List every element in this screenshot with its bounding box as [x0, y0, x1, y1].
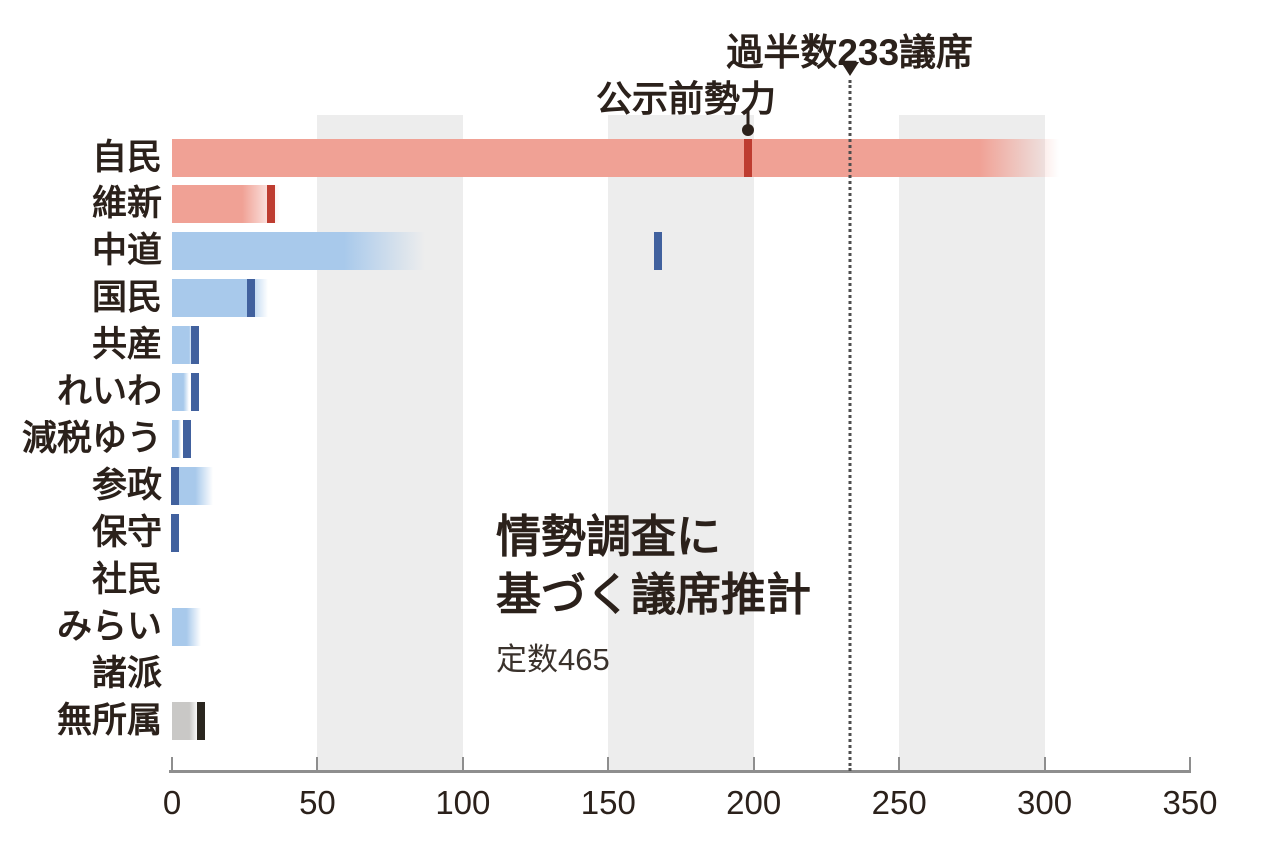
x-axis-tick-label: 150	[580, 784, 636, 821]
x-axis-tick-label: 0	[162, 784, 182, 821]
party-label-ishin: 維新	[91, 184, 162, 224]
x-axis-tick	[607, 757, 610, 771]
x-axis-tick-label: 200	[726, 784, 782, 821]
x-axis-tick	[898, 757, 901, 771]
x-axis-line	[169, 770, 1191, 773]
pre-election-marker-sansei	[170, 467, 179, 506]
party-label-shoha: 諸派	[91, 653, 162, 693]
chart-subtitle: 定数465	[496, 642, 610, 677]
pre-election-leader-line	[746, 108, 750, 126]
grid-band	[899, 115, 1045, 771]
party-label-jimin: 自民	[91, 137, 162, 177]
party-label-mushozoku: 無所属	[56, 700, 162, 740]
seat-bar-reiwa	[172, 373, 190, 412]
pre-election-leader-dot-icon	[741, 124, 754, 136]
pre-election-marker-jimin	[743, 138, 752, 177]
pre-election-marker-genzei-yu	[182, 420, 191, 459]
party-label-genzei-yu: 減税ゆう	[21, 419, 162, 459]
pre-election-marker-kokumin	[246, 279, 255, 318]
x-axis-tick	[1189, 757, 1191, 771]
party-label-shamin: 社民	[91, 560, 162, 600]
x-axis-tick	[316, 757, 319, 771]
seat-bar-mushozoku	[172, 701, 199, 740]
party-label-mirai: みらい	[56, 607, 162, 646]
seat-bar-jimin	[172, 138, 1060, 177]
majority-triangle-icon	[840, 62, 859, 76]
x-axis-tick-label: 100	[435, 784, 491, 821]
pre-election-legend-label: 公示前勢力	[596, 78, 777, 119]
x-axis-tick-label: 50	[299, 784, 336, 821]
chart-title-line-2: 基づく議席推計	[496, 569, 812, 620]
pre-election-marker-mushozoku	[197, 701, 206, 740]
grid-band	[317, 115, 463, 771]
pre-election-marker-chudo	[653, 232, 662, 271]
seat-bar-chudo	[172, 232, 426, 271]
pre-election-marker-hoshu	[170, 514, 179, 553]
pre-election-marker-reiwa	[191, 373, 200, 412]
party-label-kokumin: 国民	[91, 278, 162, 318]
seat-bar-kyosan	[172, 326, 193, 365]
seat-bar-mirai	[172, 608, 202, 646]
x-axis-tick-label: 250	[871, 784, 927, 821]
grid-band	[608, 115, 754, 771]
x-axis-tick-label: 300	[1017, 784, 1073, 821]
x-axis-tick	[1043, 757, 1046, 771]
x-axis-tick	[171, 757, 173, 771]
party-label-hoshu: 保守	[91, 513, 162, 553]
x-axis-tick-label: 350	[1162, 784, 1218, 821]
chart-title-block: 情勢調査に 基づく議席推計 定数465	[496, 508, 811, 679]
seat-bar-ishin	[172, 185, 280, 224]
pre-election-marker-ishin	[266, 185, 275, 224]
seat-bar-genzei-yu	[172, 420, 181, 459]
party-label-reiwa: れいわ	[56, 372, 162, 412]
chart-title-line-1: 情勢調査に	[496, 511, 722, 562]
x-axis-tick	[752, 757, 755, 771]
x-axis-tick	[461, 757, 464, 771]
majority-dotted-line	[848, 80, 852, 771]
party-label-sansei: 参政	[91, 466, 162, 506]
party-label-kyosan: 共産	[91, 325, 162, 365]
pre-election-marker-kyosan	[191, 326, 200, 365]
party-label-chudo: 中道	[91, 231, 162, 271]
